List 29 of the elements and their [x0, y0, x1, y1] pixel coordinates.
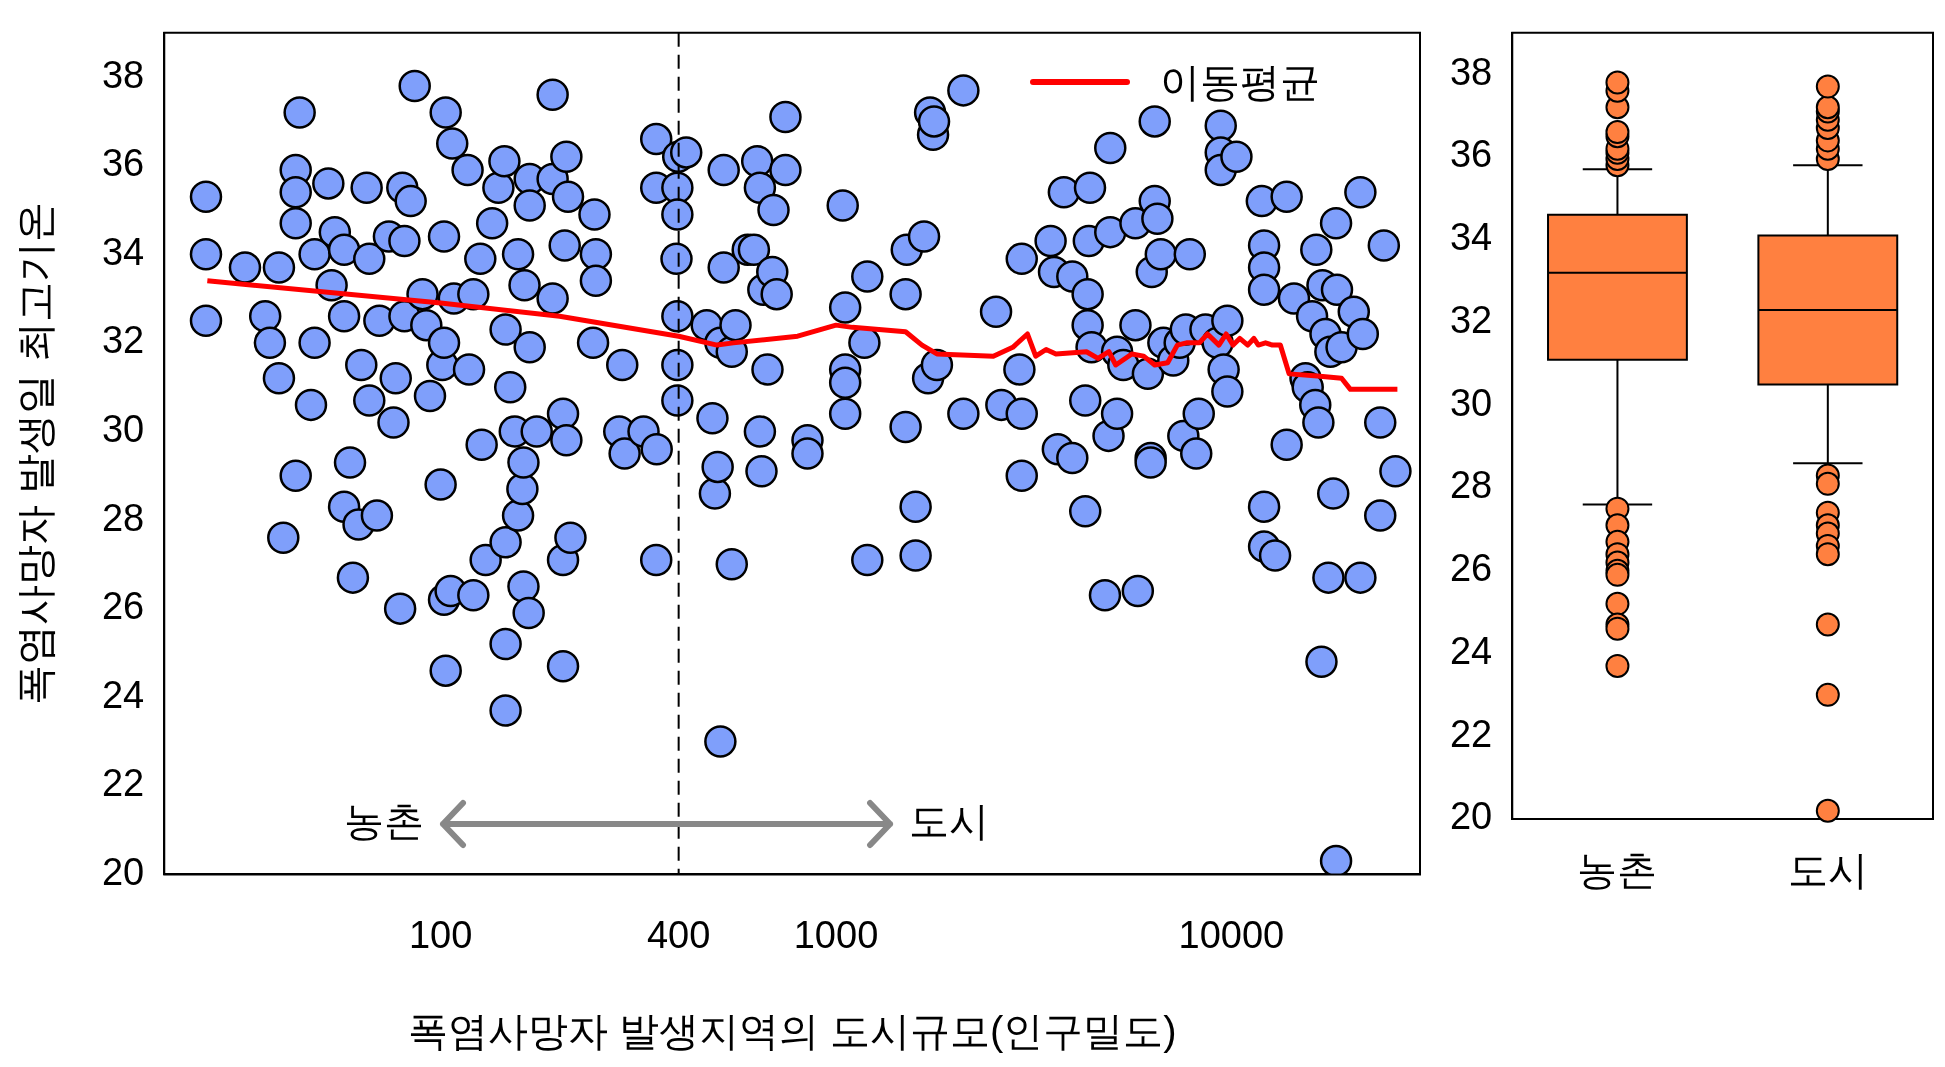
y-tick-label: 24: [101, 673, 145, 716]
y-tick-label: 20: [101, 850, 145, 893]
annotation: 농촌: [344, 799, 425, 844]
y-tick-label: 38: [1449, 50, 1493, 93]
x-tick-label: 10000: [1178, 913, 1285, 956]
y-tick-label: 24: [1449, 629, 1493, 672]
y-tick-label: 22: [101, 762, 145, 805]
y-tick-label: 26: [101, 585, 145, 628]
x-tick-label: 1000: [793, 913, 879, 956]
x-axis-title: 폭염사망자 발생지역의 도시규모(인구밀도): [407, 1009, 1177, 1054]
y-tick-label: 34: [1449, 216, 1493, 259]
y-tick-label: 32: [101, 319, 145, 362]
y-tick-label: 36: [101, 142, 145, 185]
y-tick-label: 30: [101, 407, 145, 450]
y-tick-label: 38: [101, 53, 145, 96]
y-tick-label: 22: [1449, 712, 1493, 755]
y-tick-label: 20: [1449, 795, 1493, 838]
y-axis-title: 폭염사망자 발생일 최고기온: [13, 202, 58, 705]
y-tick-label: 36: [1449, 133, 1493, 176]
legend-label: 이동평균: [1160, 58, 1320, 106]
y-tick-label: 30: [1449, 381, 1493, 424]
y-tick-label: 28: [1449, 464, 1493, 507]
y-tick-label: 26: [1449, 547, 1493, 590]
x-tick-label: 100: [408, 913, 473, 956]
annotation: 도시: [909, 799, 990, 844]
y-tick-label: 34: [101, 230, 145, 273]
y-tick-label: 32: [1449, 298, 1493, 341]
x-tick-label: 400: [646, 913, 711, 956]
y-tick-label: 28: [101, 496, 145, 539]
